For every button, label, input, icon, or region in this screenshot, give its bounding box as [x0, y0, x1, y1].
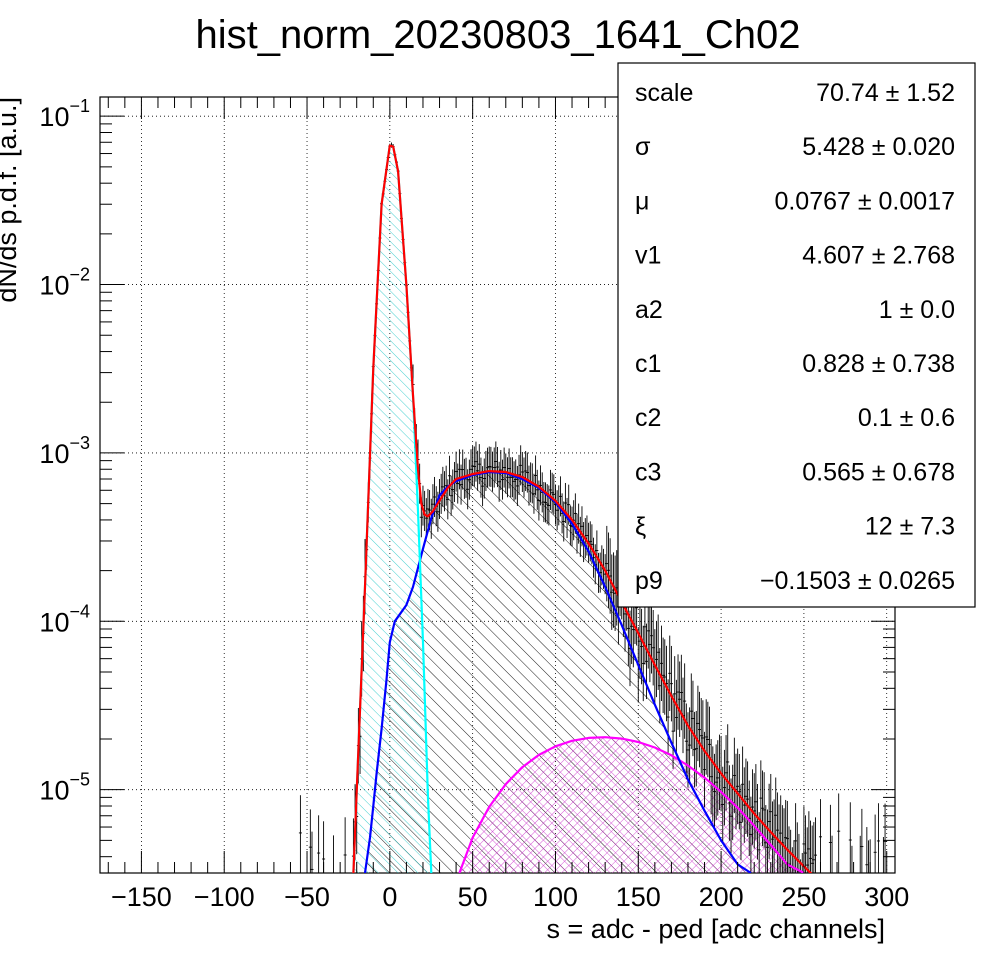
x-tick-label: 250: [781, 882, 826, 912]
stats-param-value: 0.828 ± 0.738: [802, 350, 955, 378]
y-tick-label: 10−1: [39, 96, 90, 132]
x-tick-label: 0: [382, 882, 397, 912]
secondary-component-curve: [458, 736, 805, 873]
stats-param-value: 0.0767 ± 0.0017: [774, 187, 955, 215]
x-tick-label: −100: [194, 882, 255, 912]
axis-ticks: −150 −100 −50 0 50 100 150 200 250 300 10−1 10−2 10−…: [39, 96, 909, 912]
stats-param-name: μ: [635, 187, 649, 215]
stats-param-name: v1: [635, 242, 661, 270]
x-tick-label: 150: [616, 882, 661, 912]
y-tick-label: 10−5: [39, 770, 90, 806]
y-tick-label: 10−2: [39, 265, 90, 301]
stats-param-name: scale: [635, 79, 693, 107]
stats-param-name: c2: [635, 404, 661, 432]
x-axis-title: s = adc - ped [adc channels]: [547, 914, 885, 944]
stats-box: scale 70.74 ± 1.52 σ 5.428 ± 0.020 μ 0.0767 ±…: [617, 62, 976, 608]
stats-param-name: σ: [635, 133, 651, 161]
x-tick-label: −50: [284, 882, 330, 912]
fit-curves: [352, 144, 813, 873]
y-tick-label: 10−3: [39, 433, 90, 469]
stats-box-frame: [617, 62, 976, 608]
stats-param-name: p9: [635, 567, 663, 595]
stats-param-value: 0.1 ± 0.6: [858, 404, 955, 432]
stats-param-value: 12 ± 7.3: [865, 513, 955, 541]
stats-param-name: c3: [635, 458, 661, 486]
stats-param-name: a2: [635, 296, 663, 324]
x-tick-label: 50: [458, 882, 488, 912]
total-fit-curve: [352, 144, 813, 873]
stats-param-name: c1: [635, 350, 661, 378]
x-tick-label: 100: [533, 882, 578, 912]
stats-param-name: ξ: [635, 513, 646, 541]
y-tick-label: 10−4: [39, 601, 90, 637]
secondary-component-fill-b: [459, 737, 804, 873]
stats-param-value: 0.565 ± 0.678: [802, 458, 955, 486]
y-axis-title: dN/ds p.d.f. [a.u.]: [0, 97, 22, 303]
pedestal-component-fill: [353, 145, 432, 873]
x-tick-label: 200: [699, 882, 744, 912]
stats-param-value: 4.607 ± 2.768: [802, 242, 955, 270]
x-tick-label: 300: [864, 882, 909, 912]
stats-param-value: 1 ± 0.0: [879, 296, 955, 324]
filled-components: [353, 145, 804, 873]
x-tick-label: −150: [111, 882, 172, 912]
stats-param-value: 5.428 ± 0.020: [802, 133, 955, 161]
stats-param-value: −0.1503 ± 0.0265: [760, 567, 955, 595]
stats-param-value: 70.74 ± 1.52: [816, 79, 955, 107]
chart-title: hist_norm_20230803_1641_Ch02: [196, 13, 801, 57]
